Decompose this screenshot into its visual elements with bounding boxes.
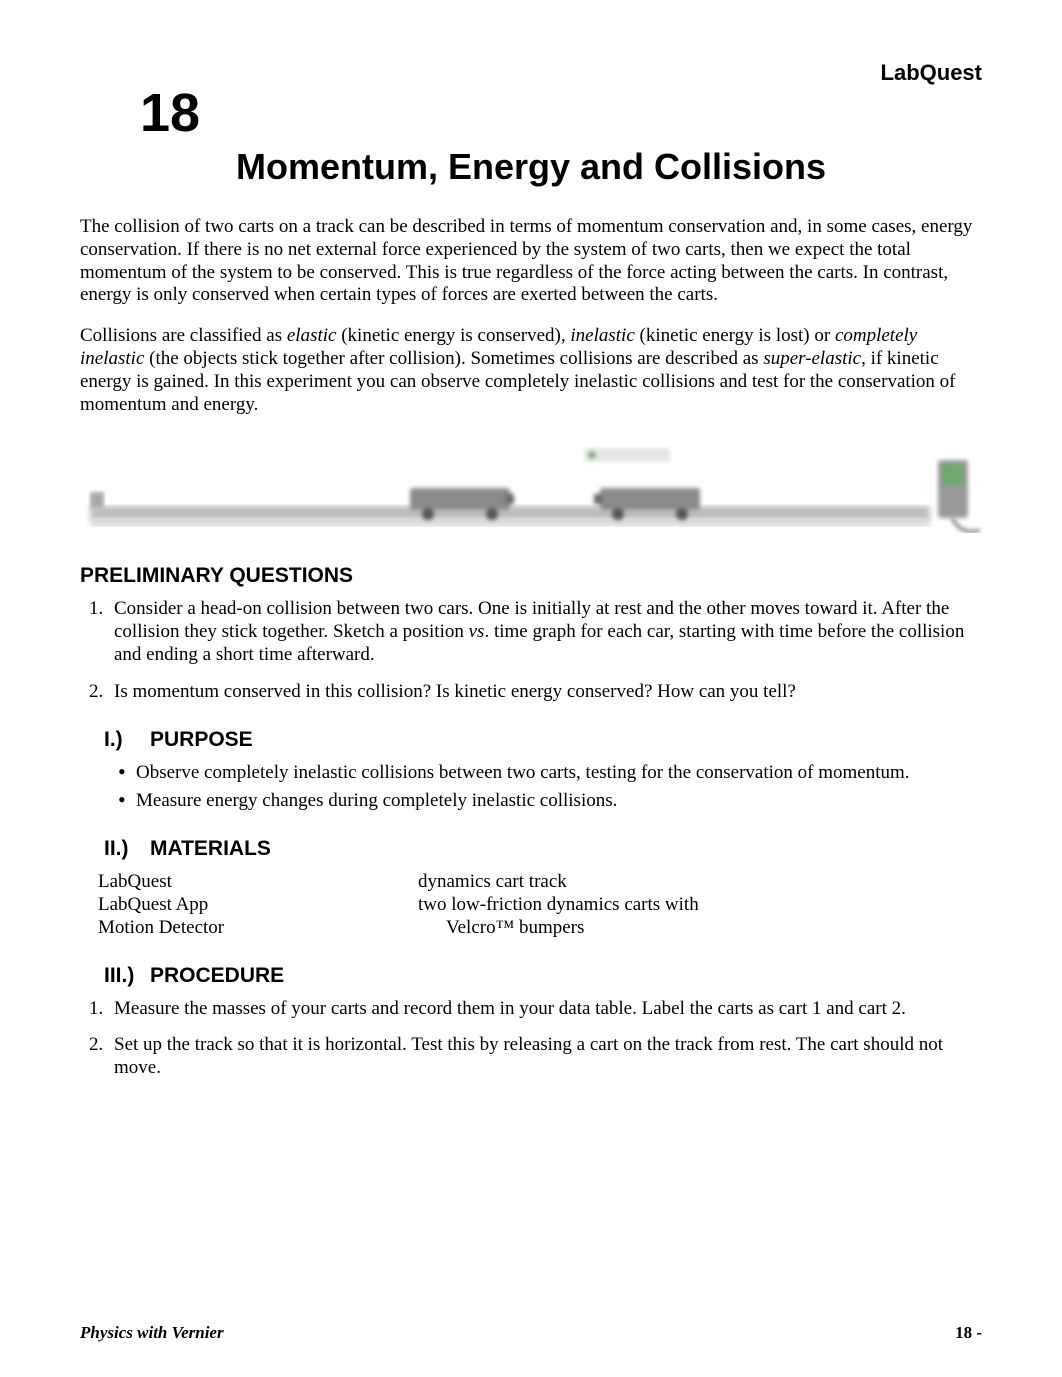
procedure-roman: III.) xyxy=(104,964,150,988)
p2-text: Collisions are classified as xyxy=(80,325,287,346)
experiment-number: 18 xyxy=(140,86,982,140)
procedure-list: Measure the masses of your carts and rec… xyxy=(80,998,982,1080)
purpose-list: Observe completely inelastic collisions … xyxy=(80,762,982,814)
p2-italic-2: inelastic xyxy=(570,325,634,346)
p2-text: (kinetic energy is lost) or xyxy=(635,325,835,346)
materials-c1-1: LabQuest App xyxy=(98,894,418,917)
footer-left: Physics with Vernier xyxy=(80,1323,224,1343)
footer-right: 18 - xyxy=(955,1323,982,1343)
procedure-h-text: PROCEDURE xyxy=(150,964,284,987)
materials-c2-0: dynamics cart track xyxy=(418,871,699,894)
purpose-roman: I.) xyxy=(104,728,150,752)
materials-h-text: MATERIALS xyxy=(150,837,271,860)
p2-text: (kinetic energy is conserved), xyxy=(336,325,570,346)
materials-col-2: dynamics cart track two low-friction dyn… xyxy=(418,871,699,939)
materials-c2-1: two low-friction dynamics carts with xyxy=(418,894,699,917)
p2-text: (the objects stick together after collis… xyxy=(144,348,763,369)
materials-c2-2: Velcro™ bumpers xyxy=(418,917,699,940)
procedure-item-2: Set up the track so that it is horizonta… xyxy=(108,1034,982,1080)
materials-col-1: LabQuest LabQuest App Motion Detector xyxy=(98,871,418,939)
apparatus-figure xyxy=(80,434,982,544)
purpose-heading: I.)PURPOSE xyxy=(104,728,982,752)
purpose-item-1: Observe completely inelastic collisions … xyxy=(118,762,982,785)
intro-paragraph-1: The collision of two carts on a track ca… xyxy=(80,216,982,307)
page-footer: Physics with Vernier 18 - xyxy=(80,1323,982,1343)
header-brand: LabQuest xyxy=(80,60,982,86)
prelim-heading: PRELIMINARY QUESTIONS xyxy=(80,564,982,588)
apparatus-svg xyxy=(80,434,982,544)
prelim-list: Consider a head-on collision between two… xyxy=(80,598,982,703)
materials-roman: II.) xyxy=(104,837,150,861)
materials-columns: LabQuest LabQuest App Motion Detector dy… xyxy=(98,871,982,939)
materials-c1-0: LabQuest xyxy=(98,871,418,894)
materials-heading: II.)MATERIALS xyxy=(104,837,982,861)
prelim-item-1: Consider a head-on collision between two… xyxy=(108,598,982,666)
procedure-heading: III.)PROCEDURE xyxy=(104,964,982,988)
purpose-h-text: PURPOSE xyxy=(150,728,253,751)
prelim-1-i: vs xyxy=(469,621,485,642)
materials-c1-2: Motion Detector xyxy=(98,917,418,940)
p2-italic-1: elastic xyxy=(287,325,337,346)
prelim-2-pre: Is momentum conserved in this collision?… xyxy=(114,681,796,702)
p2-italic-4: super-elastic xyxy=(763,348,861,369)
purpose-item-2: Measure energy changes during completely… xyxy=(118,790,982,813)
page-title: Momentum, Energy and Collisions xyxy=(80,146,982,188)
intro-paragraph-2: Collisions are classified as elastic (ki… xyxy=(80,325,982,416)
page: LabQuest 18 Momentum, Energy and Collisi… xyxy=(0,0,1062,1377)
prelim-item-2: Is momentum conserved in this collision?… xyxy=(108,681,982,704)
procedure-item-1: Measure the masses of your carts and rec… xyxy=(108,998,982,1021)
